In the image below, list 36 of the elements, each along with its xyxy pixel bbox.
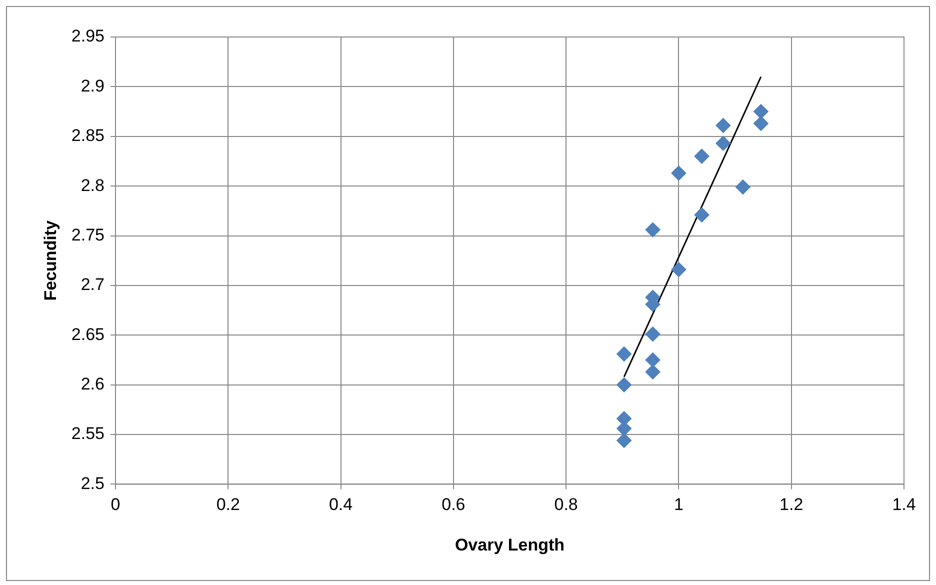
point: [616, 432, 632, 448]
point: [735, 180, 750, 195]
x-tick-label: 0: [110, 495, 120, 514]
y-tick-label: 2.8: [80, 176, 104, 195]
point: [753, 116, 768, 131]
y-tick-label: 2.7: [80, 275, 104, 294]
y-tick-label: 2.9: [80, 76, 104, 96]
y-tick-label: 2.6: [80, 374, 104, 394]
y-tick-label: 2.65: [71, 324, 104, 344]
y-tick-label: 2.5: [80, 474, 104, 493]
y-tick-label: 2.75: [71, 225, 104, 244]
point: [753, 104, 768, 120]
x-tick-label: 0.4: [328, 495, 353, 514]
x-tick-label: 1.4: [892, 495, 916, 514]
y-tick-label: 2.55: [71, 424, 104, 444]
point: [645, 222, 660, 238]
point: [716, 118, 731, 133]
point: [616, 377, 632, 392]
point: [671, 166, 686, 181]
point: [645, 364, 660, 380]
x-axis-title: Ovary Length: [454, 535, 565, 554]
y-axis-title: Fecundity: [40, 220, 60, 301]
point: [616, 346, 632, 362]
point: [694, 148, 710, 164]
point: [716, 136, 731, 151]
x-tick-label: 1: [674, 495, 684, 514]
x-tick-label: 1.2: [780, 495, 804, 514]
point: [645, 352, 660, 368]
point: [645, 326, 660, 342]
y-tick-label: 2.95: [71, 26, 104, 46]
point: [671, 262, 686, 278]
y-tick-label: 2.85: [71, 126, 104, 146]
x-tick-label: 0.8: [554, 495, 578, 514]
point: [694, 207, 710, 222]
x-tick-label: 0.6: [442, 495, 466, 514]
x-tick-label: 0.2: [216, 495, 240, 514]
